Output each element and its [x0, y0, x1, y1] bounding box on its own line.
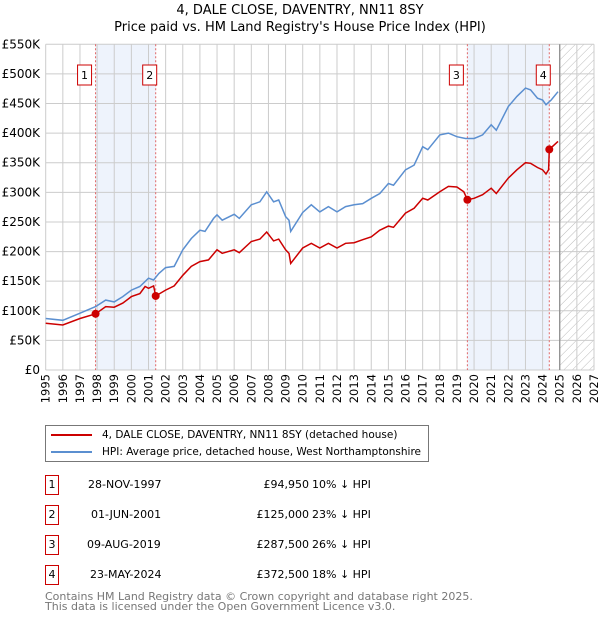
legend-label: HPI: Average price, detached house, West…	[102, 446, 421, 458]
x-tick-label: 2011	[313, 374, 327, 403]
x-tick-label: 1995	[39, 374, 53, 403]
y-tick-label: £450K	[2, 97, 42, 111]
x-tick-label: 2006	[227, 374, 241, 403]
sale-label: 1	[81, 69, 88, 82]
sale-marker	[91, 309, 100, 318]
sale-hpi: 10% ↓ HPI	[312, 478, 371, 491]
x-tick-label: 2019	[450, 374, 464, 403]
y-tick-label: £350K	[2, 156, 42, 170]
sale-marker	[545, 145, 554, 154]
legend: 4, DALE CLOSE, DAVENTRY, NN11 8SY (detac…	[45, 425, 429, 462]
x-tick-label: 2022	[501, 374, 515, 403]
sale-label: 4	[540, 69, 547, 82]
y-tick-label: £100K	[2, 304, 42, 318]
sale-number: 3	[45, 535, 59, 555]
x-tick-label: 2005	[210, 374, 224, 403]
x-tick-label: 2020	[467, 374, 481, 403]
x-tick-label: 2021	[484, 374, 498, 403]
sale-label-box	[77, 64, 93, 86]
table-row: 3 09-AUG-2019 £287,500 26% ↓ HPI	[45, 535, 445, 555]
x-tick-label: 2001	[142, 374, 156, 403]
table-row: 2 01-JUN-2001 £125,000 23% ↓ HPI	[45, 505, 445, 525]
x-tick-label: 2023	[518, 374, 532, 403]
shaded-range	[95, 44, 156, 371]
price-chart: 1 2 3 4 1995 1996 1997 1998 1999 2000 2001 2002 2003…	[2, 37, 600, 403]
x-tick-label: 2010	[296, 374, 310, 403]
sale-marker	[151, 291, 160, 300]
sale-label-box	[448, 64, 464, 86]
x-tick-label: 2025	[553, 374, 567, 403]
x-tick-label: 2018	[433, 374, 447, 403]
legend-label: 4, DALE CLOSE, DAVENTRY, NN11 8SY (detac…	[102, 429, 398, 441]
y-tick-label: £550K	[2, 37, 42, 51]
y-tick-label: £300K	[2, 185, 42, 199]
sale-hpi: 23% ↓ HPI	[312, 508, 371, 521]
legend-item-hpi: HPI: Average price, detached house, West…	[46, 444, 421, 460]
x-tick-label: 1997	[73, 374, 87, 403]
sale-date: 23-MAY-2024	[90, 568, 162, 581]
x-tick-label: 1998	[90, 374, 104, 403]
y-tick-label: £200K	[2, 245, 42, 259]
sale-hpi: 26% ↓ HPI	[312, 538, 371, 551]
x-tick-label: 2014	[364, 374, 378, 403]
property-price-line	[45, 140, 559, 326]
sale-price: £287,500	[256, 538, 310, 551]
sale-date: 09-AUG-2019	[87, 538, 161, 551]
sale-number: 1	[45, 475, 59, 495]
x-tick-label: 2000	[124, 374, 138, 403]
x-tick-label: 2012	[330, 374, 344, 403]
x-tick-label: 1999	[107, 374, 121, 403]
x-tick-label: 2015	[381, 374, 395, 403]
x-tick-label: 1996	[56, 374, 70, 403]
sale-label: 2	[146, 69, 153, 82]
sale-label-box	[142, 64, 158, 86]
x-tick-label: 2007	[244, 374, 258, 403]
sale-label: 3	[453, 69, 460, 82]
x-tick-label: 2002	[159, 374, 173, 403]
x-tick-label: 2013	[347, 374, 361, 403]
sale-label-box	[535, 64, 551, 86]
chart-subtitle: Price paid vs. HM Land Registry's House …	[114, 20, 486, 35]
x-tick-label: 2024	[536, 374, 550, 403]
y-tick-label: £400K	[2, 126, 42, 140]
hpi-line	[45, 87, 559, 322]
x-tick-label: 2027	[587, 374, 600, 403]
x-tick-label: 2003	[176, 374, 190, 403]
y-tick-label: £500K	[2, 67, 42, 81]
y-tick-label: £150K	[2, 274, 42, 288]
table-row: 4 23-MAY-2024 £372,500 18% ↓ HPI	[45, 565, 445, 585]
x-tick-label: 2008	[261, 374, 275, 403]
sale-marker	[463, 195, 472, 204]
legend-swatch-blue	[51, 451, 92, 453]
x-tick-label: 2016	[399, 374, 413, 403]
x-tick-label: 2017	[416, 374, 430, 403]
sale-hpi: 18% ↓ HPI	[312, 568, 371, 581]
x-tick-label: 2009	[279, 374, 293, 403]
footer-licence: This data is licensed under the Open Gov…	[45, 600, 396, 613]
table-row: 1 28-NOV-1997 £94,950 10% ↓ HPI	[45, 475, 445, 495]
sale-number: 4	[45, 565, 59, 585]
legend-swatch-red	[51, 434, 92, 436]
sale-date: 28-NOV-1997	[88, 478, 162, 491]
y-tick-label: £0	[25, 363, 40, 377]
sale-number: 2	[45, 505, 59, 525]
x-tick-label: 2004	[193, 374, 207, 403]
sale-price: £372,500	[256, 568, 310, 581]
x-tick-label: 2026	[570, 374, 584, 403]
legend-item-property: 4, DALE CLOSE, DAVENTRY, NN11 8SY (detac…	[46, 427, 397, 443]
sale-date: 01-JUN-2001	[91, 508, 162, 521]
sale-price: £125,000	[256, 508, 310, 521]
chart-title: 4, DALE CLOSE, DAVENTRY, NN11 8SY	[176, 3, 424, 18]
y-tick-label: £250K	[2, 215, 42, 229]
footer-copyright: Contains HM Land Registry data © Crown c…	[45, 590, 473, 603]
sale-price: £94,950	[263, 478, 310, 491]
y-tick-label: £50K	[9, 333, 41, 347]
